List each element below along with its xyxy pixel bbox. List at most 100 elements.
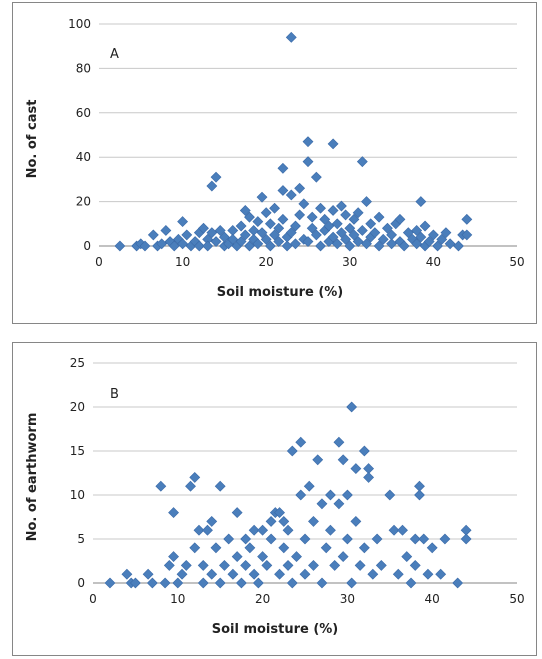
- data-point: [419, 220, 431, 232]
- data-point: [356, 225, 368, 236]
- data-point: [193, 240, 205, 252]
- data-point: [336, 227, 347, 239]
- data-point: [206, 227, 218, 239]
- data-point: [336, 200, 347, 212]
- data-point: [350, 515, 362, 527]
- data-point: [299, 568, 311, 580]
- data-point: [461, 229, 473, 241]
- data-point: [193, 524, 205, 536]
- data-point: [315, 202, 326, 214]
- data-point: [269, 202, 280, 214]
- data-point: [278, 542, 290, 554]
- y-tick-label: 20: [76, 195, 91, 209]
- data-point: [239, 205, 251, 216]
- data-point: [327, 205, 339, 216]
- y-tick-label: 80: [76, 61, 91, 75]
- data-point: [340, 233, 352, 245]
- data-point: [223, 533, 235, 545]
- data-point: [278, 515, 290, 527]
- data-point: [189, 471, 201, 483]
- data-point: [147, 229, 159, 241]
- data-point: [290, 220, 301, 232]
- data-point: [329, 559, 341, 571]
- x-tick-label: 20: [255, 592, 270, 606]
- data-point: [373, 240, 385, 252]
- data-point: [411, 238, 423, 250]
- data-point: [240, 533, 252, 545]
- data-point: [375, 559, 387, 571]
- data-point: [302, 156, 314, 168]
- data-point: [168, 240, 180, 252]
- data-point: [414, 489, 425, 501]
- data-point: [373, 211, 385, 223]
- data-point: [248, 524, 260, 536]
- data-point: [104, 577, 116, 589]
- y-tick-label: 20: [70, 400, 85, 414]
- data-point: [377, 233, 389, 245]
- data-point: [177, 216, 189, 228]
- y-tick-label: 0: [77, 576, 85, 590]
- data-point: [260, 233, 272, 245]
- data-point: [331, 238, 343, 250]
- panel-letter: B: [110, 387, 119, 402]
- y-tick-label: 100: [68, 17, 91, 31]
- data-point: [286, 445, 298, 457]
- data-point: [460, 533, 472, 545]
- data-point: [273, 222, 285, 234]
- data-point: [397, 524, 408, 536]
- data-point: [264, 240, 276, 252]
- data-point: [371, 533, 383, 545]
- data-point: [214, 225, 226, 236]
- data-point: [197, 577, 209, 589]
- data-point: [219, 559, 230, 571]
- data-point: [206, 180, 218, 192]
- data-point: [312, 454, 324, 466]
- data-point: [181, 229, 193, 241]
- data-point: [394, 213, 406, 225]
- data-point: [363, 471, 375, 483]
- x-axis-title: Soil moisture (%): [217, 285, 344, 300]
- data-point: [185, 480, 196, 492]
- data-point: [210, 236, 222, 247]
- data-point: [310, 229, 322, 241]
- y-tick-label: 40: [76, 150, 91, 164]
- data-point: [202, 524, 213, 536]
- data-point: [348, 213, 360, 225]
- data-point: [350, 463, 362, 475]
- data-point: [231, 507, 243, 519]
- data-point: [252, 238, 264, 250]
- data-point: [298, 198, 310, 210]
- y-tick-label: 15: [70, 444, 85, 458]
- data-point: [422, 568, 434, 580]
- data-point: [160, 225, 172, 236]
- data-point: [172, 577, 184, 589]
- data-point: [341, 533, 353, 545]
- data-point: [274, 507, 285, 519]
- data-point: [168, 551, 179, 563]
- data-point: [381, 222, 393, 234]
- data-point: [291, 551, 302, 563]
- data-point: [386, 238, 398, 250]
- data-point: [401, 551, 413, 563]
- data-point: [269, 229, 280, 241]
- data-point: [146, 577, 158, 589]
- y-axis-title: No. of earthworm: [25, 413, 40, 542]
- data-point: [177, 238, 189, 250]
- data-point: [218, 231, 230, 243]
- data-point: [333, 436, 345, 448]
- data-point: [423, 236, 435, 247]
- data-point: [180, 559, 192, 571]
- scatter-chart-a: 0 20 40 60 80 100 0 10 20 30 40 50 A Soil moisture (%…: [25, 17, 525, 300]
- x-tick-label: 10: [175, 255, 190, 269]
- data-point: [323, 220, 335, 232]
- data-point: [315, 240, 326, 252]
- scatter-chart-b: 0 5 10 15 20 25 0 10 20 30 40 50 B Soil moisture (%) N…: [25, 356, 525, 637]
- data-point: [306, 222, 318, 234]
- data-point: [365, 218, 377, 230]
- data-point: [435, 568, 447, 580]
- data-point: [273, 236, 285, 247]
- data-point: [282, 524, 294, 536]
- data-point: [415, 196, 427, 208]
- data-point: [227, 233, 239, 245]
- data-point: [214, 577, 226, 589]
